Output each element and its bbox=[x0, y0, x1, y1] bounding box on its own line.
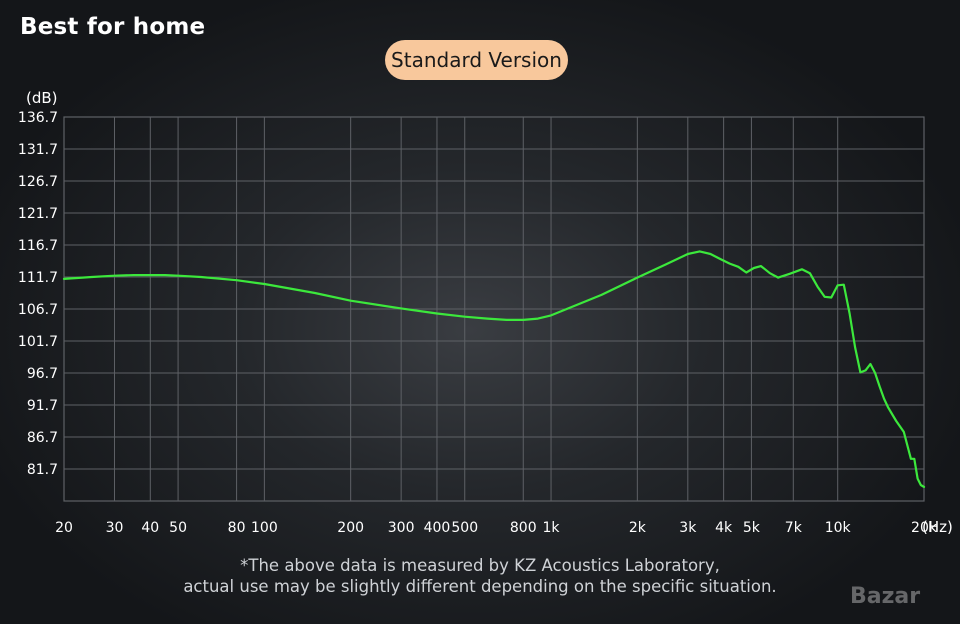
version-badge-label: Standard Version bbox=[391, 48, 562, 72]
x-tick-label: 7k bbox=[785, 520, 803, 536]
y-tick-label: 116.7 bbox=[18, 238, 58, 254]
x-tick-label: 50 bbox=[169, 520, 187, 536]
x-tick-label: 80 bbox=[228, 520, 246, 536]
y-tick-label: 86.7 bbox=[27, 430, 58, 446]
y-tick-label: 121.7 bbox=[18, 206, 58, 222]
page-title: Best for home bbox=[20, 14, 206, 40]
measurement-footnote: *The above data is measured by KZ Acoust… bbox=[0, 555, 960, 597]
x-tick-label: 800 bbox=[510, 520, 537, 536]
x-tick-label: 30 bbox=[106, 520, 124, 536]
y-tick-label: 126.7 bbox=[18, 174, 58, 190]
watermark-logo: Bazar bbox=[850, 584, 921, 609]
x-axis-unit-label: (Hz) bbox=[922, 518, 953, 536]
x-tick-label: 2k bbox=[629, 520, 647, 536]
x-tick-label: 300 bbox=[388, 520, 415, 536]
y-tick-label: 96.7 bbox=[27, 366, 58, 382]
x-tick-label: 5k bbox=[743, 520, 761, 536]
x-tick-label: 4k bbox=[715, 520, 733, 536]
x-tick-label: 500 bbox=[451, 520, 478, 536]
y-tick-label: 136.7 bbox=[18, 110, 58, 126]
y-tick-label: 81.7 bbox=[27, 462, 58, 478]
x-tick-label: 400 bbox=[424, 520, 451, 536]
y-tick-label: 111.7 bbox=[18, 270, 58, 286]
y-tick-label: 101.7 bbox=[18, 334, 58, 350]
version-badge: Standard Version bbox=[385, 40, 568, 80]
y-tick-label: 131.7 bbox=[18, 142, 58, 158]
y-axis-unit-label: (dB) bbox=[26, 89, 58, 107]
footnote-line-2: actual use may be slightly different dep… bbox=[183, 577, 777, 596]
footnote-line-1: *The above data is measured by KZ Acoust… bbox=[240, 556, 720, 575]
x-tick-label: 1k bbox=[543, 520, 561, 536]
x-tick-label: 200 bbox=[337, 520, 364, 536]
x-tick-label: 3k bbox=[679, 520, 697, 536]
x-tick-label: 20 bbox=[55, 520, 73, 536]
x-tick-label: 20k bbox=[911, 520, 938, 536]
chart-grid bbox=[63, 116, 925, 502]
x-tick-label: 100 bbox=[251, 520, 278, 536]
x-tick-label: 10k bbox=[825, 520, 852, 536]
frequency-response-line bbox=[62, 250, 926, 488]
y-tick-label: 91.7 bbox=[27, 398, 58, 414]
x-tick-label: 40 bbox=[141, 520, 159, 536]
y-tick-label: 106.7 bbox=[18, 302, 58, 318]
